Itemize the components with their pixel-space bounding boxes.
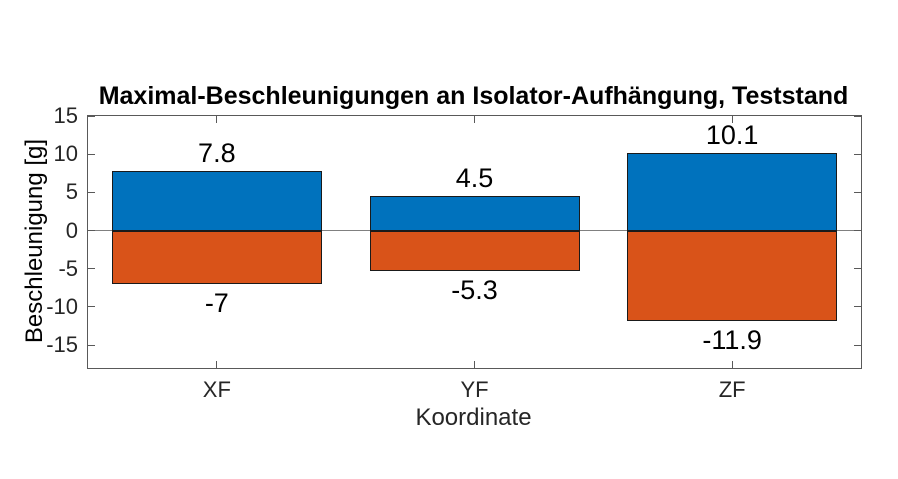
y-tick-mark [88, 191, 95, 193]
y-tick-label: 0 [65, 217, 78, 243]
x-axis-label: Koordinate [415, 404, 532, 431]
y-tick-mark [854, 268, 861, 270]
x-tick-mark [474, 361, 475, 368]
bar-negative [111, 230, 322, 284]
plot-area: 15 10 5 0 -5 -10 -15 XF 7.8 -7 YF 4.5 -5.3 ZF 10.1 -11.… [46, 103, 862, 402]
chart-title: Maximal-Beschleunigungen an Isolator-Auf… [98, 82, 849, 110]
bar-negative [627, 230, 838, 322]
y-tick-mark [854, 191, 861, 193]
bar-positive [111, 170, 322, 231]
x-tick-label: ZF [718, 377, 746, 402]
x-tick-label: YF [460, 377, 489, 402]
y-tick-mark [88, 230, 95, 232]
x-tick-mark [216, 361, 218, 368]
x-tick-mark [731, 361, 733, 368]
y-tick-mark [854, 115, 861, 117]
y-tick-label: 15 [53, 103, 78, 128]
bar-value-label: 7.8 [198, 137, 236, 168]
y-tick-mark [854, 306, 861, 308]
bar-value-label: -7 [204, 288, 229, 318]
x-tick-mark [474, 116, 475, 123]
bar-negative [369, 230, 580, 271]
bar-value-label: -11.9 [702, 325, 762, 356]
y-tick-mark [854, 153, 861, 155]
y-tick-mark [854, 344, 861, 346]
y-tick-label: 10 [53, 141, 78, 167]
bar-value-label: -5.3 [451, 275, 498, 306]
y-tick-label: 5 [65, 179, 78, 205]
bar-value-label: 10.1 [705, 120, 759, 151]
y-tick-mark [88, 153, 95, 155]
y-tick-mark [88, 268, 95, 270]
x-tick-label: XF [202, 377, 231, 402]
y-tick-label: -5 [58, 255, 78, 281]
bar-positive [627, 153, 838, 231]
y-tick-mark [88, 344, 95, 346]
x-tick-mark [731, 116, 733, 123]
x-tick-mark [216, 116, 218, 123]
y-tick-mark [88, 115, 95, 117]
y-tick-mark [854, 230, 861, 232]
y-tick-label: -15 [46, 332, 78, 358]
bar-positive [369, 196, 580, 231]
bar-value-label: 4.5 [455, 163, 494, 194]
y-tick-label: -10 [46, 293, 78, 319]
y-tick-mark [88, 306, 95, 308]
